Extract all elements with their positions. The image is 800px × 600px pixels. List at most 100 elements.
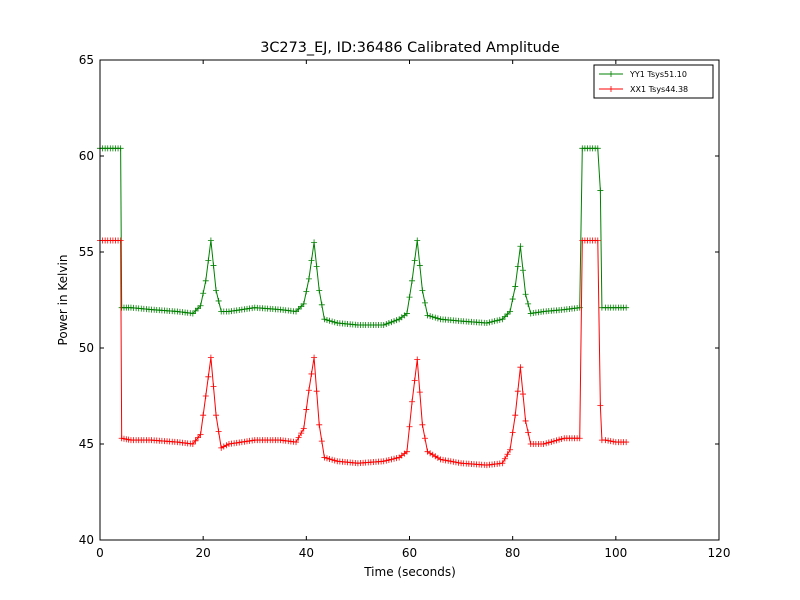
x-tick-label: 80 — [505, 546, 520, 560]
data-point — [499, 460, 506, 467]
data-point — [207, 237, 214, 244]
data-point — [597, 187, 604, 194]
data-point — [298, 430, 305, 437]
data-point — [434, 454, 441, 461]
data-point — [501, 455, 508, 462]
data-point — [323, 316, 330, 323]
data-point — [189, 441, 196, 447]
data-point — [205, 257, 212, 264]
data-point — [416, 389, 423, 396]
y-tick-label: 65 — [79, 53, 94, 67]
data-point — [432, 314, 439, 321]
data-point — [489, 318, 496, 325]
data-point — [321, 454, 328, 461]
data-point — [406, 294, 413, 301]
data-point — [321, 316, 328, 323]
data-point — [409, 277, 416, 284]
data-point — [517, 364, 524, 371]
data-point — [220, 443, 227, 450]
x-tick-label: 20 — [196, 546, 211, 560]
data-point — [298, 303, 305, 310]
data-point — [501, 313, 508, 320]
x-tick-label: 120 — [708, 546, 731, 560]
data-point — [313, 388, 320, 395]
data-point — [305, 387, 312, 394]
data-point — [576, 435, 583, 442]
data-point — [440, 456, 447, 463]
data-point — [391, 318, 398, 325]
data-point — [450, 458, 457, 465]
data-point — [326, 455, 333, 462]
data-point — [215, 428, 222, 435]
data-point — [391, 455, 398, 462]
data-point — [313, 263, 320, 270]
data-point — [210, 262, 217, 269]
data-point — [316, 287, 323, 294]
data-point — [323, 455, 330, 462]
tick-layer: 0 20 40 60 80 100 120 40 45 50 55 60 65 — [79, 53, 731, 560]
data-point — [200, 412, 207, 419]
y-tick-label: 50 — [79, 341, 94, 355]
series-layer — [97, 145, 630, 469]
data-point — [202, 277, 209, 284]
data-point — [308, 257, 315, 264]
legend-marker — [608, 86, 614, 92]
data-point — [311, 239, 318, 246]
data-point — [117, 145, 124, 152]
data-point — [326, 317, 333, 324]
data-point — [496, 316, 503, 323]
data-point — [305, 275, 312, 282]
data-point — [195, 434, 202, 441]
data-point — [558, 435, 565, 442]
data-point — [383, 457, 390, 464]
data-point — [419, 421, 426, 428]
y-tick-label: 55 — [79, 245, 94, 259]
data-point — [411, 377, 418, 384]
data-point — [483, 320, 490, 327]
data-point — [293, 308, 300, 315]
data-point — [202, 393, 209, 399]
legend: YY1 Tsys51.10 XX1 Tsys44.38 — [593, 64, 714, 99]
legend-label-yy1: YY1 Tsys51.10 — [629, 70, 687, 79]
data-point — [556, 436, 563, 443]
data-point — [295, 434, 302, 441]
data-point — [189, 310, 196, 317]
data-point — [517, 243, 524, 250]
data-point — [545, 439, 552, 446]
data-point — [383, 321, 390, 327]
data-point — [329, 456, 336, 463]
data-point — [117, 237, 124, 244]
data-point — [519, 391, 526, 398]
data-point — [512, 283, 519, 290]
chart-title: 3C273_EJ, ID:36486 Calibrated Amplitude — [260, 40, 560, 56]
data-point — [303, 406, 310, 413]
data-point — [318, 438, 325, 445]
data-point — [311, 354, 318, 361]
data-point — [522, 417, 529, 424]
data-point — [514, 388, 521, 395]
data-point — [605, 437, 612, 444]
data-point — [540, 441, 547, 447]
data-point — [514, 263, 521, 270]
data-point — [594, 145, 601, 152]
data-point — [393, 455, 400, 462]
x-axis-label: Time (seconds) — [363, 565, 456, 579]
data-point — [437, 456, 444, 463]
data-point — [403, 448, 410, 455]
y-tick-label: 60 — [79, 149, 94, 163]
data-point — [491, 318, 498, 325]
data-point — [507, 308, 514, 315]
x-tick-label: 100 — [604, 546, 627, 560]
y-tick-label: 40 — [79, 533, 94, 547]
data-point — [494, 317, 501, 324]
data-point — [380, 321, 387, 328]
data-point — [200, 290, 207, 297]
data-point — [406, 423, 413, 430]
data-point — [300, 425, 307, 432]
data-point — [213, 287, 220, 294]
legend-marker — [608, 71, 614, 77]
data-point — [215, 297, 222, 304]
data-point — [213, 412, 220, 419]
x-tick-label: 60 — [402, 546, 417, 560]
data-point — [380, 458, 387, 465]
